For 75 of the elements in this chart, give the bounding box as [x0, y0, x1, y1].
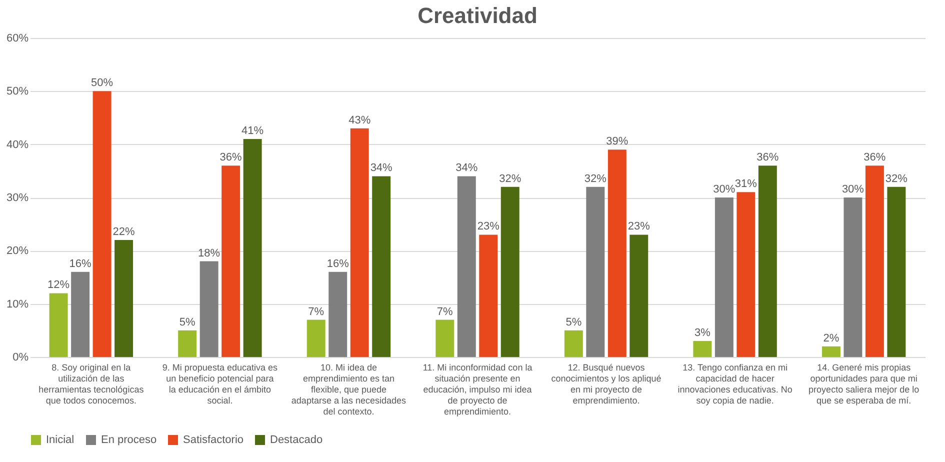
x-tick-label: 10. Mi idea de emprendimiento es tan flexible, que puede adaptarse a las necesidades del contexto.: [291, 362, 407, 416]
bar: [887, 186, 906, 357]
x-tick-label: 11. Mi inconformidad con la situación presente en educación, impulso mi idea de proyecto de emprendimiento.: [422, 362, 532, 416]
y-tick-label: 0%: [12, 352, 29, 364]
data-label: 36%: [220, 152, 242, 164]
data-label: 32%: [885, 172, 908, 185]
bar: [457, 176, 476, 357]
bar: [500, 186, 520, 357]
x-tick-label: 14. Generé mis propias oportunidades para que mi proyecto saliera mejor de lo que se esperaba de mí.: [808, 362, 920, 406]
data-label: 31%: [734, 178, 758, 190]
data-label: 7%: [436, 306, 454, 318]
bar: [608, 150, 626, 357]
x-tick-label: 8. Soy original en la utilización de las herramientas tecnológicas que todos conocemos.: [38, 362, 144, 406]
bar: [49, 293, 68, 357]
data-label: 5%: [566, 316, 582, 328]
bar: [586, 186, 605, 357]
data-label: 43%: [348, 114, 371, 126]
data-label: 12%: [48, 279, 70, 292]
bar: [822, 346, 840, 357]
y-tick-label: 30%: [6, 192, 29, 204]
y-tick-label: 60%: [6, 32, 29, 44]
y-tick-label: 40%: [6, 138, 29, 151]
data-label: 34%: [370, 162, 393, 174]
data-label: 36%: [756, 152, 779, 164]
bar: [630, 234, 648, 357]
data-label: 32%: [584, 172, 607, 185]
x-tick-label: 9. Mi propuesta educativa es un beneficio potencial para la educación en el ámbito social.: [162, 362, 278, 406]
bar: [714, 198, 734, 357]
bar: [243, 139, 262, 357]
data-label: 34%: [456, 162, 478, 174]
legend-label: En proceso: [101, 434, 157, 446]
bar: [736, 192, 756, 357]
bar: [178, 330, 197, 357]
data-label: 39%: [606, 136, 628, 148]
legend-label: Destacado: [270, 434, 323, 446]
y-tick-label: 50%: [6, 86, 29, 98]
bar: [92, 91, 112, 357]
data-label: 30%: [842, 184, 864, 196]
bar: [328, 272, 348, 357]
chart-title: Creatividad: [418, 3, 538, 28]
bar: [564, 330, 583, 357]
bar: [436, 320, 454, 357]
x-tick-label: 13. Tengo confianza en mi capacidad de hacer innovaciones educativas. No soy copia de nadie.: [678, 362, 792, 406]
data-label: 5%: [179, 316, 196, 328]
y-tick-label: 20%: [6, 245, 29, 258]
data-label: 3%: [694, 327, 711, 340]
data-label: 16%: [326, 258, 350, 270]
data-label: 23%: [628, 220, 650, 233]
bar: [200, 261, 218, 357]
data-label: 16%: [69, 258, 92, 270]
bar: [372, 176, 391, 357]
data-label: 36%: [864, 152, 886, 164]
data-label: 22%: [112, 226, 135, 238]
data-label: 50%: [91, 77, 114, 90]
legend-label: Inicial: [46, 434, 74, 446]
data-label: 2%: [823, 332, 840, 344]
data-label: 18%: [198, 247, 220, 260]
bar: [844, 198, 862, 357]
bar: [222, 166, 240, 357]
legend-label: Satisfactorio: [183, 434, 244, 446]
data-label: 41%: [242, 125, 264, 138]
data-label: 30%: [713, 184, 736, 196]
bar: [306, 320, 326, 357]
bar: [71, 272, 90, 357]
bar: [350, 128, 369, 357]
x-tick-label: 12. Busqué nuevos conocimientos y los apliqué en mi proyecto de emprendimiento.: [551, 362, 662, 406]
bar: [865, 166, 884, 357]
bar: [693, 341, 712, 357]
y-tick-label: 10%: [6, 298, 29, 310]
data-label: 7%: [308, 306, 324, 318]
data-label: 32%: [499, 172, 522, 185]
data-label: 23%: [477, 220, 500, 233]
bar: [114, 240, 134, 357]
bar: [758, 166, 777, 357]
bar: [479, 234, 498, 357]
